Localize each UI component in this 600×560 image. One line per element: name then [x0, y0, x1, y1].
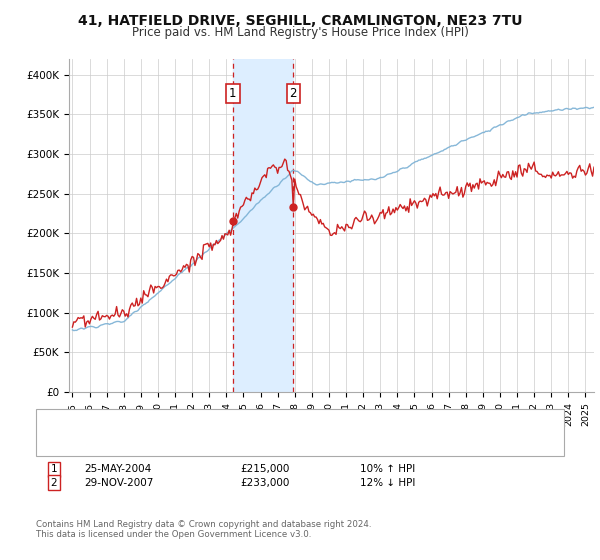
Text: 25-MAY-2004: 25-MAY-2004: [84, 464, 151, 474]
Bar: [233, 59, 293, 392]
Text: HPI: Average price, detached house, Northumberland: HPI: Average price, detached house, Nort…: [81, 443, 347, 453]
Text: £233,000: £233,000: [240, 478, 289, 488]
Text: ——: ——: [54, 441, 79, 455]
Text: 2: 2: [50, 478, 58, 488]
Text: 1: 1: [50, 464, 58, 474]
Text: Price paid vs. HM Land Registry's House Price Index (HPI): Price paid vs. HM Land Registry's House …: [131, 26, 469, 39]
Text: 41, HATFIELD DRIVE, SEGHILL, CRAMLINGTON, NE23 7TU: 41, HATFIELD DRIVE, SEGHILL, CRAMLINGTON…: [78, 14, 522, 28]
Text: £215,000: £215,000: [240, 464, 289, 474]
Text: Contains HM Land Registry data © Crown copyright and database right 2024.
This d: Contains HM Land Registry data © Crown c…: [36, 520, 371, 539]
Text: ——: ——: [54, 429, 79, 442]
Text: 12% ↓ HPI: 12% ↓ HPI: [360, 478, 415, 488]
Text: 10% ↑ HPI: 10% ↑ HPI: [360, 464, 415, 474]
Text: 41, HATFIELD DRIVE, SEGHILL, CRAMLINGTON, NE23 7TU (detached house): 41, HATFIELD DRIVE, SEGHILL, CRAMLINGTON…: [81, 431, 455, 441]
Text: 1: 1: [229, 87, 236, 100]
Text: 2: 2: [290, 87, 297, 100]
Text: 29-NOV-2007: 29-NOV-2007: [84, 478, 154, 488]
